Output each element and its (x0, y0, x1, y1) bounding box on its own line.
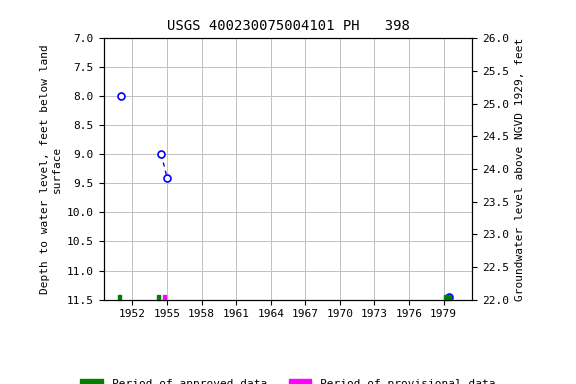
Bar (157, 295, 160, 300)
Bar (118, 295, 121, 300)
Title: USGS 400230075004101 PH   398: USGS 400230075004101 PH 398 (166, 19, 410, 33)
Bar (163, 295, 166, 300)
Legend: Period of approved data, Period of provisional data: Period of approved data, Period of provi… (76, 374, 500, 384)
Bar (444, 295, 450, 300)
Y-axis label: Groundwater level above NGVD 1929, feet: Groundwater level above NGVD 1929, feet (514, 37, 525, 301)
Y-axis label: Depth to water level, feet below land
surface: Depth to water level, feet below land su… (40, 44, 62, 294)
